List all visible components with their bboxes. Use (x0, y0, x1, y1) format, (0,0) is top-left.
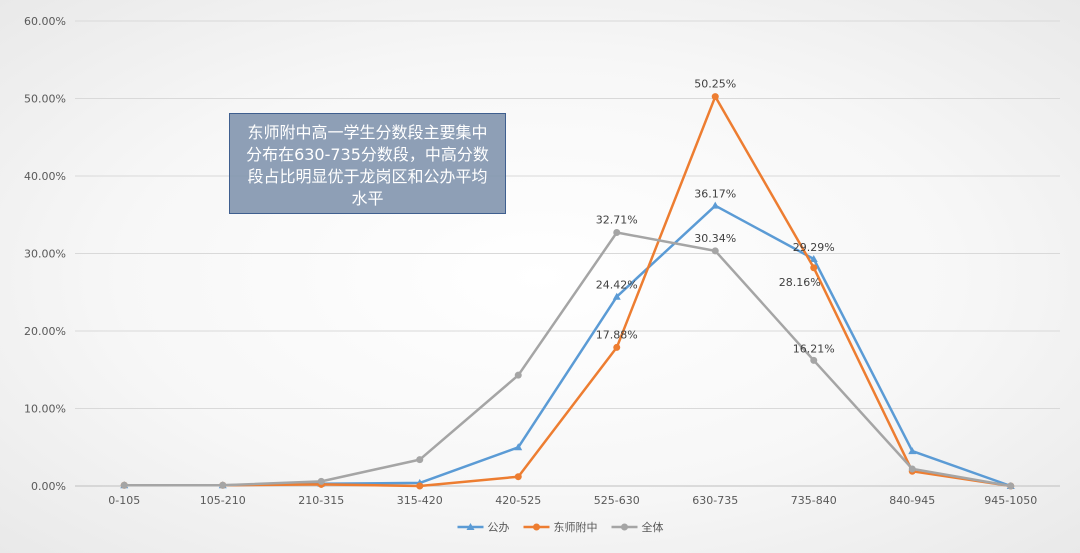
y-tick-label: 10.00% (24, 403, 66, 416)
y-tick-label: 0.00% (31, 480, 66, 493)
legend-label: 全体 (642, 520, 664, 534)
point-overall (219, 481, 227, 489)
x-tick-label: 210-315 (298, 494, 344, 507)
point-overall (120, 481, 128, 489)
series-group (120, 93, 1015, 490)
data-label: 29.29% (793, 241, 835, 254)
point-overall (810, 356, 818, 364)
x-tick-label: 105-210 (200, 494, 246, 507)
data-label: 24.42% (596, 279, 638, 292)
x-tick-label: 525-630 (594, 494, 640, 507)
legend-marker (533, 523, 540, 531)
point-public (809, 255, 818, 263)
x-tick-label: 840-945 (889, 494, 935, 507)
y-tick-label: 40.00% (24, 170, 66, 183)
x-axis-ticks: 0-105 105-210 210-315 315-420 420-525 525-630… (108, 494, 1037, 507)
data-labels: 24.42% 36.17% 29.29% 17.88% 50.25% 28.16% 32.7… (596, 78, 835, 356)
point-overall (908, 465, 916, 473)
annotation-text: 东师附中高一学生分数段主要集中分布在630-735分数段，中高分数段占比明显优于… (246, 123, 489, 208)
series-line-dongshi (124, 95, 1011, 488)
x-tick-label: 945-1050 (984, 494, 1037, 507)
data-label: 30.34% (694, 232, 736, 245)
point-dongshi (810, 264, 818, 272)
point-overall (613, 228, 621, 236)
annotation-callout: 东师附中高一学生分数段主要集中分布在630-735分数段，中高分数段占比明显优于… (229, 113, 506, 214)
legend-label: 公办 (488, 521, 510, 534)
y-axis-ticks: 0.00% 10.00% 20.00% 30.00% 40.00% 50.00% 60.00… (24, 15, 66, 493)
gridlines (75, 20, 1060, 487)
point-public (711, 201, 720, 209)
point-overall (416, 456, 424, 464)
point-overall (317, 477, 325, 485)
data-label: 16.21% (793, 342, 835, 355)
legend: 公办 东师附中 全体 (457, 520, 664, 534)
point-overall (711, 247, 719, 255)
data-label: 28.16% (779, 276, 821, 289)
point-public (908, 447, 917, 455)
legend-marker (466, 523, 475, 530)
x-tick-label: 735-840 (791, 494, 837, 507)
y-tick-label: 60.00% (24, 15, 66, 28)
point-dongshi (514, 473, 522, 481)
series-line-overall (124, 231, 1012, 488)
point-dongshi (613, 343, 621, 351)
y-tick-label: 20.00% (24, 325, 66, 338)
x-tick-label: 0-105 (108, 494, 140, 507)
point-overall (514, 371, 522, 379)
x-tick-label: 315-420 (397, 494, 443, 507)
data-label: 50.25% (694, 78, 736, 91)
point-dongshi (416, 482, 424, 490)
x-tick-label: 420-525 (495, 494, 541, 507)
x-tick-label: 630-735 (692, 494, 738, 507)
point-dongshi (711, 93, 719, 101)
point-overall (1007, 482, 1015, 490)
y-tick-label: 50.00% (24, 93, 66, 106)
legend-marker (621, 523, 628, 531)
y-tick-label: 30.00% (24, 248, 66, 261)
point-public (514, 443, 523, 451)
point-public (612, 292, 621, 300)
data-label: 36.17% (694, 188, 736, 201)
legend-label: 东师附中 (554, 520, 598, 534)
data-label: 17.88% (596, 328, 638, 341)
series-line-public (124, 204, 1012, 488)
data-label: 32.71% (596, 213, 638, 226)
